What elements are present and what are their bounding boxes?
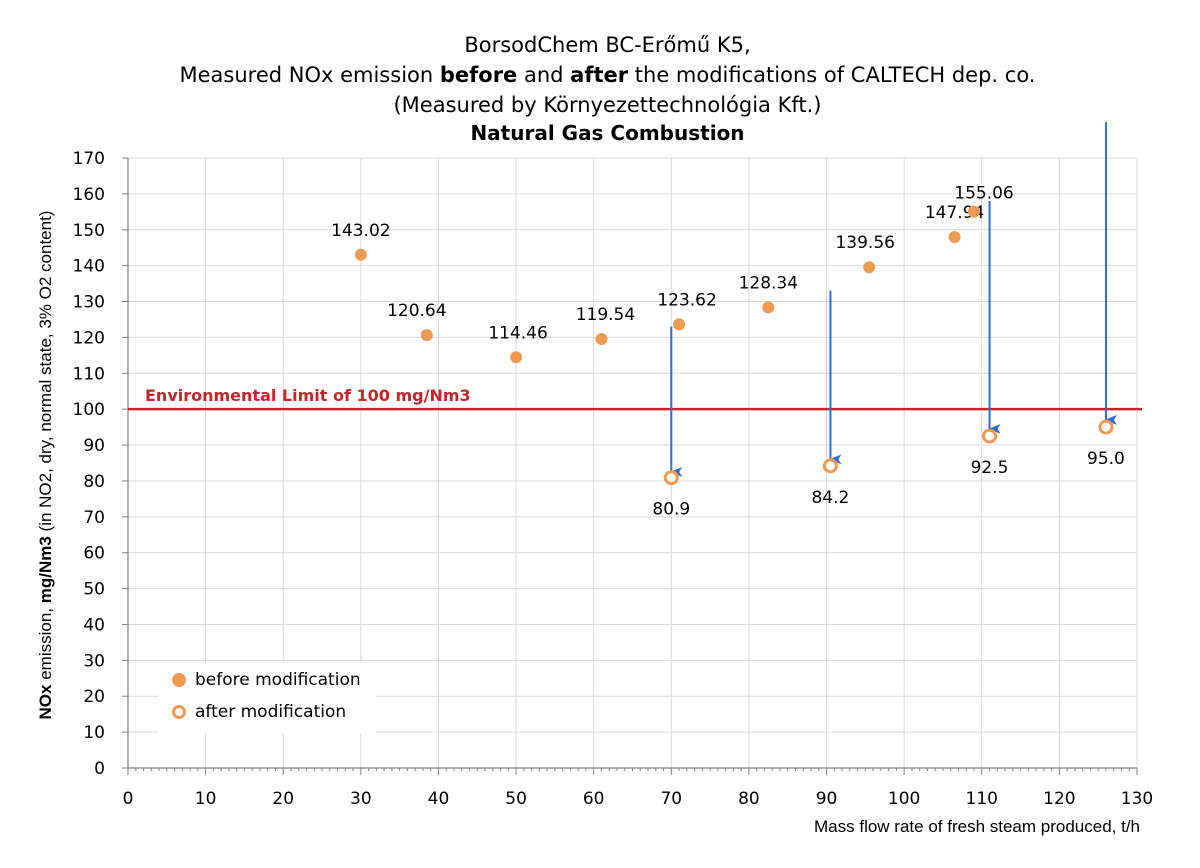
legend-label-after: after modification <box>195 702 347 722</box>
y-tick-label: 80 <box>83 472 105 492</box>
after-data-point <box>822 458 838 474</box>
x-tick-label: 30 <box>350 789 372 809</box>
y-axis-label-part-b: emission, <box>36 603 55 685</box>
before-data-point <box>420 329 433 342</box>
legend: before modification after modification <box>158 663 376 733</box>
x-tick-label: 80 <box>738 789 760 809</box>
y-axis-label: NOx emission, mg/Nm3 (in NO2, dry, norma… <box>36 115 60 815</box>
title-line-3: (Measured by Környezettechnológia Kft.) <box>393 93 822 117</box>
title-line-2-part-e: the modifications of CALTECH dep. co. <box>628 63 1036 87</box>
y-tick-label: 20 <box>83 687 105 707</box>
x-tick-label: 70 <box>660 789 682 809</box>
x-tick-label: 10 <box>195 789 217 809</box>
x-tick-label: 0 <box>123 789 134 809</box>
after-data-point <box>1098 419 1114 435</box>
chart-subtitle: Natural Gas Combustion <box>470 121 745 145</box>
before-data-point <box>968 205 981 218</box>
y-tick-label: 50 <box>83 580 105 600</box>
environmental-limit-label: Environmental Limit of 100 mg/Nm3 <box>145 386 471 405</box>
x-tick-label: 40 <box>428 789 450 809</box>
before-data-label: 119.54 <box>576 305 635 325</box>
title-word-after: after <box>570 63 629 87</box>
x-tick-label: 60 <box>583 789 605 809</box>
before-data-point <box>948 231 961 244</box>
x-tick-label: 100 <box>888 789 920 809</box>
y-tick-label: 70 <box>83 508 105 528</box>
after-data-point <box>982 428 998 444</box>
after-data-point <box>663 470 679 486</box>
title-word-before: before <box>439 63 518 87</box>
y-axis-label-unit: mg/Nm3 <box>36 536 55 604</box>
x-tick-label: 110 <box>966 789 998 809</box>
x-axis-label: Mass flow rate of fresh steam produced, … <box>814 817 1140 836</box>
y-tick-label: 90 <box>83 436 105 456</box>
title-line-2: Measured NOx emission before and after t… <box>0 60 1200 90</box>
chart-title: BorsodChem BC-Erőmű K5, Measured NOx emi… <box>0 30 1200 146</box>
before-data-point <box>595 333 608 346</box>
before-data-point <box>863 261 876 274</box>
after-data-label: 95.0 <box>1087 449 1125 469</box>
title-line-1: BorsodChem BC-Erőmű K5, <box>464 33 751 57</box>
y-tick-label: 110 <box>73 364 105 384</box>
x-tick-label: 130 <box>1121 789 1153 809</box>
y-tick-label: 170 <box>73 149 105 169</box>
y-tick-label: 100 <box>73 400 105 420</box>
before-data-label: 139.56 <box>835 233 894 253</box>
before-data-label: 114.46 <box>488 323 547 343</box>
title-line-2-part-a: Measured NOx emission <box>179 63 440 87</box>
x-tick-label: 120 <box>1043 789 1075 809</box>
y-tick-label: 0 <box>94 759 105 779</box>
x-tick-label: 50 <box>505 789 527 809</box>
filled-circle-marker-icon <box>172 673 186 687</box>
title-line-2-part-c: and <box>517 63 571 87</box>
hollow-circle-marker-icon <box>172 705 186 719</box>
after-data-label: 92.5 <box>971 458 1009 478</box>
y-axis-label-part-d: (in NO2, dry, normal state, 3% O2 conten… <box>36 210 55 537</box>
y-tick-label: 10 <box>83 723 105 743</box>
before-data-label: 123.62 <box>657 290 716 310</box>
legend-label-before: before modification <box>195 670 361 690</box>
before-data-point <box>510 351 523 364</box>
after-data-label: 80.9 <box>652 500 690 520</box>
legend-item-before: before modification <box>172 668 361 692</box>
x-tick-label: 90 <box>816 789 838 809</box>
after-data-label: 84.2 <box>811 488 849 508</box>
y-axis-label-part-a: NOx <box>36 684 55 720</box>
before-data-label: 120.64 <box>387 301 446 321</box>
before-data-label: 155.06 <box>954 184 1013 204</box>
y-tick-label: 120 <box>73 328 105 348</box>
before-data-point <box>354 248 367 261</box>
y-tick-label: 140 <box>73 257 105 277</box>
y-tick-label: 130 <box>73 293 105 313</box>
before-data-point <box>673 318 686 331</box>
before-data-label: 143.02 <box>331 221 390 241</box>
legend-item-after: after modification <box>172 700 346 724</box>
before-data-point <box>762 301 775 314</box>
y-tick-label: 30 <box>83 651 105 671</box>
y-tick-label: 40 <box>83 615 105 635</box>
before-data-label: 128.34 <box>739 273 798 293</box>
y-tick-label: 60 <box>83 544 105 564</box>
x-tick-label: 20 <box>272 789 294 809</box>
y-tick-label: 150 <box>73 221 105 241</box>
y-tick-label: 160 <box>73 185 105 205</box>
